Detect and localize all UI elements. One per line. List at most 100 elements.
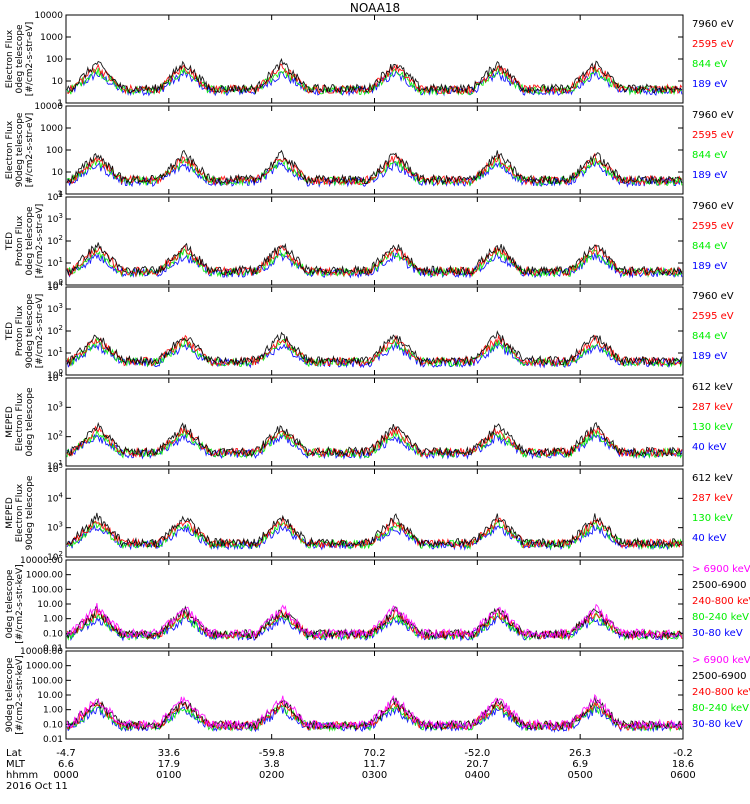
data-trace-7960-ev — [66, 57, 683, 95]
y-axis-label: Electron Flux — [5, 120, 15, 179]
y-axis-label: [#/cm2-s-str-keV] — [15, 655, 25, 734]
y-tick-label: 1.00 — [43, 615, 63, 625]
data-trace--6900-kev — [66, 603, 683, 640]
data-trace-2595-ev — [66, 152, 683, 187]
y-tick-label: 10.00 — [37, 600, 63, 610]
legend-entry: 80-240 keV — [692, 703, 749, 714]
y-axis-label: TED — [5, 232, 15, 251]
data-trace-2500-6900 — [66, 695, 683, 732]
legend-entry: 2595 eV — [692, 130, 734, 141]
legend-entry: 40 keV — [692, 442, 726, 453]
legend-entry: 130 keV — [692, 422, 733, 433]
y-tick-label: 1000 — [40, 124, 63, 134]
y-tick-label: 102 — [47, 430, 63, 443]
legend-entry: 2500-6900 — [692, 580, 747, 591]
y-tick-label: 100 — [46, 55, 63, 65]
figure-title: NOAA18 — [350, 1, 400, 15]
y-tick-label: 101 — [47, 346, 63, 359]
y-axis-label: 90deg telescope — [25, 293, 35, 368]
legend-entry: 130 keV — [692, 513, 733, 524]
panel-7: 0.01 0.10 1.00 10.00 100.00 1000.00 10000.00 0d… — [5, 556, 750, 654]
y-tick-label: 0.10 — [43, 720, 63, 730]
legend-entry: 7960 eV — [692, 19, 734, 30]
y-tick-label: 103 — [47, 212, 63, 225]
legend-entry: 7960 eV — [692, 291, 734, 302]
legend-entry: 240-800 keV — [692, 596, 750, 607]
y-tick-label: 1000.00 — [26, 662, 63, 672]
legend-entry: 612 keV — [692, 382, 733, 393]
legend-entry: 30-80 keV — [692, 719, 743, 730]
y-axis-label: [#/cm2-s-str-eV] — [35, 294, 45, 369]
legend-entry: 189 eV — [692, 261, 727, 272]
y-tick-label: 101 — [47, 256, 63, 269]
time-tick-mlt: 17.9 — [158, 759, 180, 770]
time-tick-hhmm: 0000 — [53, 770, 78, 781]
data-trace-844-ev — [66, 247, 683, 278]
time-tick-lat: 33.6 — [158, 748, 180, 759]
y-axis-label: Electron Flux — [5, 29, 15, 88]
y-tick-label: 104 — [47, 491, 63, 504]
legend-entry: 40 keV — [692, 533, 726, 544]
time-tick-hhmm: 0600 — [670, 770, 695, 781]
legend-entry: 80-240 keV — [692, 612, 749, 623]
y-axis-label: TED — [5, 322, 15, 341]
panel-2: 1 10 100 1000 10000 Electron Flux 90deg telesc… — [5, 102, 734, 200]
y-axis-label: MEPED — [5, 406, 15, 438]
date-label: 2016 Oct 11 — [6, 781, 68, 792]
data-trace-287-kev — [66, 425, 683, 458]
time-tick-lat: 70.2 — [363, 748, 385, 759]
row-label-hhmm: hhmm — [6, 770, 38, 781]
time-tick-mlt: 11.7 — [363, 759, 385, 770]
y-axis-label: Electron Flux — [15, 483, 25, 542]
data-trace-612-kev — [66, 512, 683, 549]
legend-entry: 240-800 keV — [692, 687, 750, 698]
time-tick-mlt: 6.9 — [572, 759, 588, 770]
y-tick-label: 10 — [52, 77, 64, 87]
y-axis-label: 0deg telescope — [5, 569, 15, 639]
y-tick-label: 1 — [57, 99, 63, 109]
panel-1: 1 10 100 1000 10000 Electron Flux 0deg telesco… — [5, 11, 734, 109]
y-tick-label: 10000.00 — [20, 556, 63, 566]
data-trace-7960-ev — [66, 330, 683, 367]
legend-entry: 2595 eV — [692, 39, 734, 50]
y-axis-label: [#/cm2-s-str-eV] — [25, 113, 35, 188]
data-trace-612-kev — [66, 421, 683, 458]
row-label-lat: Lat — [6, 748, 22, 759]
time-tick-hhmm: 0400 — [465, 770, 490, 781]
legend-entry: 2500-6900 — [692, 671, 747, 682]
legend-entry: 612 keV — [692, 473, 733, 484]
legend-entry: 189 eV — [692, 351, 727, 362]
y-axis-label: 90deg telescope — [25, 475, 35, 550]
y-tick-label: 0.01 — [43, 644, 63, 654]
y-tick-label: 103 — [47, 400, 63, 413]
legend-entry: > 6900 keV — [692, 655, 750, 666]
data-trace-240-800-kev — [66, 608, 683, 641]
legend-entry: 189 eV — [692, 79, 727, 90]
row-label-mlt: MLT — [6, 759, 26, 770]
panel-8: 0.01 0.10 1.00 10.00 100.00 1000.00 10000.00 90… — [5, 647, 750, 745]
y-axis-label: 0deg telescope — [25, 206, 35, 276]
time-tick-lat: 26.3 — [569, 748, 591, 759]
legend-entry: 287 keV — [692, 493, 733, 504]
y-tick-label: 0.10 — [43, 629, 63, 639]
legend-entry: > 6900 keV — [692, 564, 750, 575]
y-tick-label: 0.01 — [43, 735, 63, 745]
legend-entry: 844 eV — [692, 59, 727, 70]
time-tick-hhmm: 0300 — [362, 770, 387, 781]
y-axis-label: 90deg telescope — [5, 657, 15, 732]
time-tick-mlt: 20.7 — [466, 759, 488, 770]
legend-entry: 189 eV — [692, 170, 727, 181]
y-axis-label: Proton Flux — [15, 305, 25, 356]
y-tick-label: 1000.00 — [26, 571, 63, 581]
legend-entry: 7960 eV — [692, 201, 734, 212]
data-trace-7960-ev — [66, 149, 683, 186]
legend-entry: 2595 eV — [692, 311, 734, 322]
y-tick-label: 1000 — [40, 33, 63, 43]
y-tick-label: 102 — [47, 324, 63, 337]
y-tick-label: 103 — [47, 521, 63, 534]
time-tick-mlt: 18.6 — [672, 759, 694, 770]
